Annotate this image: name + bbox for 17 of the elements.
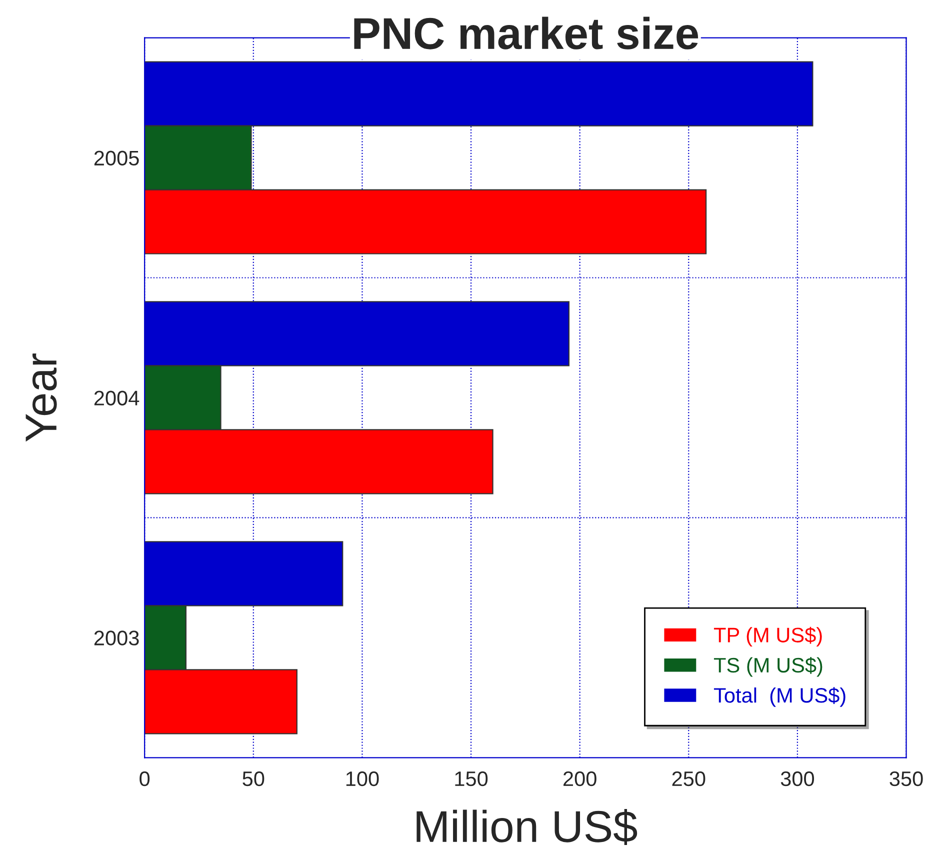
legend-label: Total (M US$) [714, 687, 846, 707]
x-tick-label: 250 [672, 771, 706, 786]
y-axis-title: Year [26, 354, 57, 442]
x-tick-label: 350 [890, 771, 923, 786]
x-tick-label: 50 [242, 771, 264, 786]
y-tick-label: 2005 [94, 150, 139, 166]
x-tick-label: 0 [140, 771, 150, 786]
legend-label: TS (M US$) [714, 656, 822, 677]
y-tick-label: 2004 [94, 390, 140, 406]
x-tick-label: 150 [455, 771, 488, 786]
x-tick-label: 100 [346, 771, 379, 786]
x-axis-title: Million US$ [416, 809, 638, 845]
chart-title: PNC market size [354, 16, 698, 50]
y-tick-label: 2003 [94, 630, 139, 646]
x-tick-label: 200 [563, 771, 596, 786]
legend-label: TP (M US$) [714, 626, 822, 647]
x-tick-label: 300 [780, 771, 814, 786]
